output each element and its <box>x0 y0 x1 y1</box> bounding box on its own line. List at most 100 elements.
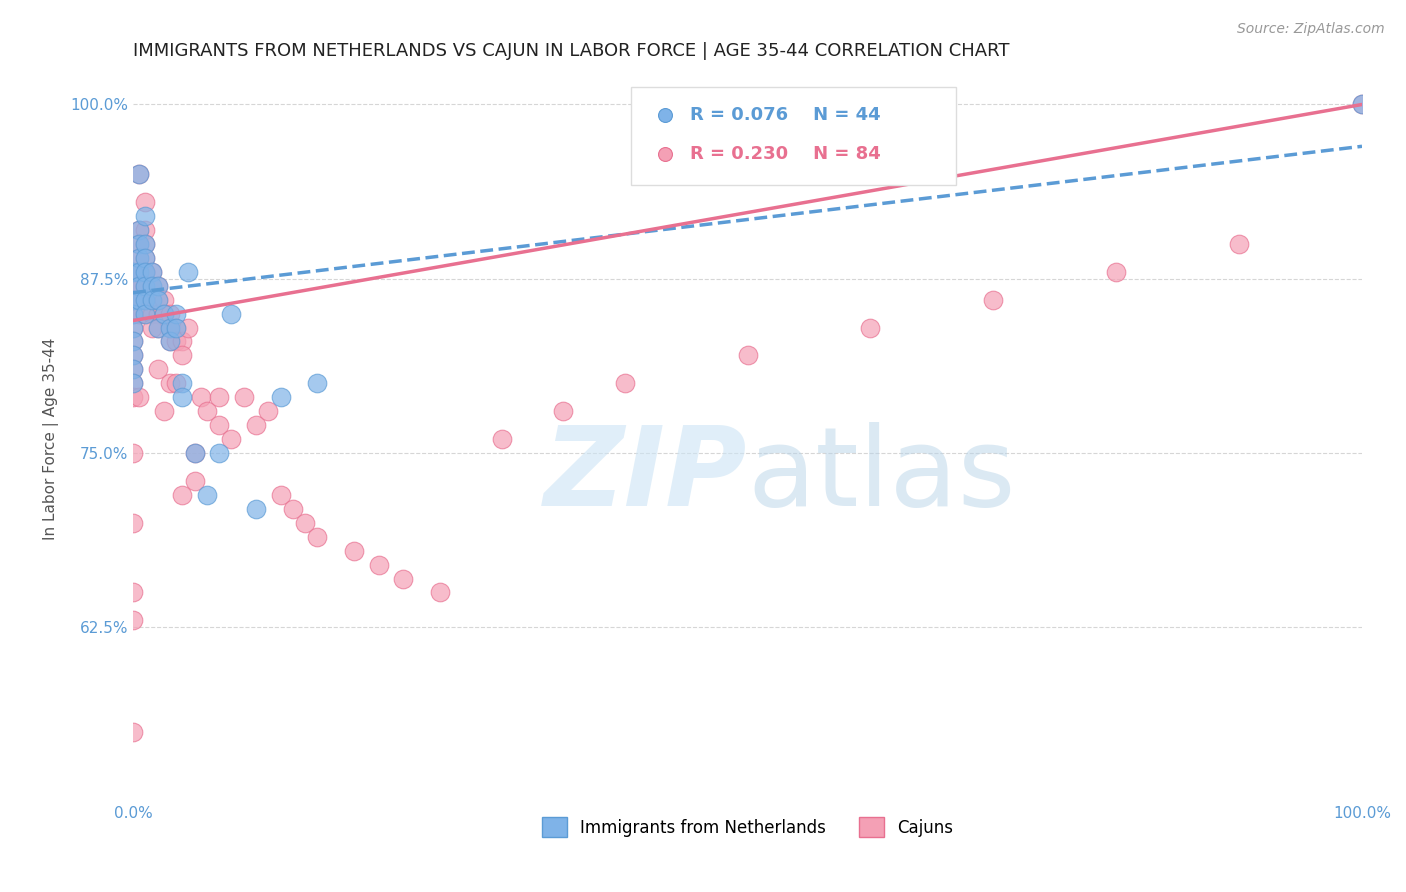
Point <box>122 265 145 279</box>
Point <box>122 293 145 307</box>
Point <box>159 334 181 349</box>
Point <box>208 418 231 433</box>
Point <box>1227 236 1250 251</box>
Point <box>122 293 145 307</box>
Point <box>134 209 156 223</box>
Point <box>221 432 243 446</box>
Point <box>122 334 145 349</box>
Point <box>134 278 156 293</box>
Point <box>122 320 145 334</box>
Point <box>981 293 1004 307</box>
Text: IMMIGRANTS FROM NETHERLANDS VS CAJUN IN LABOR FORCE | AGE 35-44 CORRELATION CHAR: IMMIGRANTS FROM NETHERLANDS VS CAJUN IN … <box>134 42 1010 60</box>
Point <box>128 293 150 307</box>
Point <box>146 320 169 334</box>
Point <box>146 293 169 307</box>
Point <box>172 348 194 362</box>
Point <box>122 265 145 279</box>
Point <box>134 278 156 293</box>
Point <box>737 348 759 362</box>
Point <box>122 585 145 599</box>
Point <box>146 278 169 293</box>
Point <box>134 307 156 321</box>
Point <box>141 278 163 293</box>
Point <box>343 543 366 558</box>
Point <box>122 516 145 530</box>
Point <box>367 558 389 572</box>
Point <box>208 446 231 460</box>
Point <box>128 390 150 404</box>
Point <box>134 307 156 321</box>
Text: atlas: atlas <box>748 422 1017 529</box>
Y-axis label: In Labor Force | Age 35-44: In Labor Force | Age 35-44 <box>44 338 59 541</box>
Point <box>128 251 150 265</box>
Text: R = 0.230    N = 84: R = 0.230 N = 84 <box>690 145 880 163</box>
Point <box>190 390 212 404</box>
Point <box>141 293 163 307</box>
Point <box>128 265 150 279</box>
Point <box>122 390 145 404</box>
Point <box>122 362 145 376</box>
Point <box>122 278 145 293</box>
Point <box>172 334 194 349</box>
Point <box>146 293 169 307</box>
FancyBboxPatch shape <box>631 87 956 186</box>
Point <box>128 278 150 293</box>
Point <box>146 362 169 376</box>
Point <box>257 404 280 418</box>
Point <box>128 236 150 251</box>
Point <box>122 613 145 627</box>
Point <box>141 307 163 321</box>
Point <box>128 307 150 321</box>
Point <box>128 223 150 237</box>
Point <box>122 348 145 362</box>
Point <box>122 376 145 391</box>
Point <box>177 320 200 334</box>
Point <box>221 307 243 321</box>
Point <box>153 293 176 307</box>
Point <box>159 320 181 334</box>
Point <box>307 530 329 544</box>
Legend: Immigrants from Netherlands, Cajuns: Immigrants from Netherlands, Cajuns <box>534 810 960 844</box>
Text: ZIP: ZIP <box>544 422 748 529</box>
Point <box>183 446 205 460</box>
Point <box>146 307 169 321</box>
Point <box>165 320 187 334</box>
Point <box>134 236 156 251</box>
Point <box>281 501 304 516</box>
Text: R = 0.076    N = 44: R = 0.076 N = 44 <box>690 106 880 124</box>
Point <box>613 376 636 391</box>
Point <box>122 307 145 321</box>
Point <box>245 418 267 433</box>
Point <box>553 404 575 418</box>
Point <box>141 278 163 293</box>
Point <box>128 293 150 307</box>
Point <box>122 446 145 460</box>
Point <box>141 265 163 279</box>
Point <box>128 167 150 181</box>
Point <box>134 195 156 210</box>
Point <box>159 307 181 321</box>
Point <box>128 223 150 237</box>
Point <box>429 585 451 599</box>
Point <box>165 376 187 391</box>
Point <box>134 265 156 279</box>
Point <box>1351 97 1374 112</box>
Point <box>270 390 292 404</box>
Point <box>122 362 145 376</box>
Point <box>153 404 176 418</box>
Point <box>141 293 163 307</box>
Point <box>392 572 415 586</box>
Point <box>159 320 181 334</box>
Point <box>195 488 218 502</box>
Point <box>146 320 169 334</box>
Point <box>128 167 150 181</box>
Point <box>165 334 187 349</box>
Point <box>134 265 156 279</box>
Text: Source: ZipAtlas.com: Source: ZipAtlas.com <box>1237 22 1385 37</box>
Point <box>172 390 194 404</box>
Point <box>153 307 176 321</box>
Point <box>122 376 145 391</box>
Point <box>134 223 156 237</box>
Point <box>859 320 882 334</box>
Point <box>172 488 194 502</box>
